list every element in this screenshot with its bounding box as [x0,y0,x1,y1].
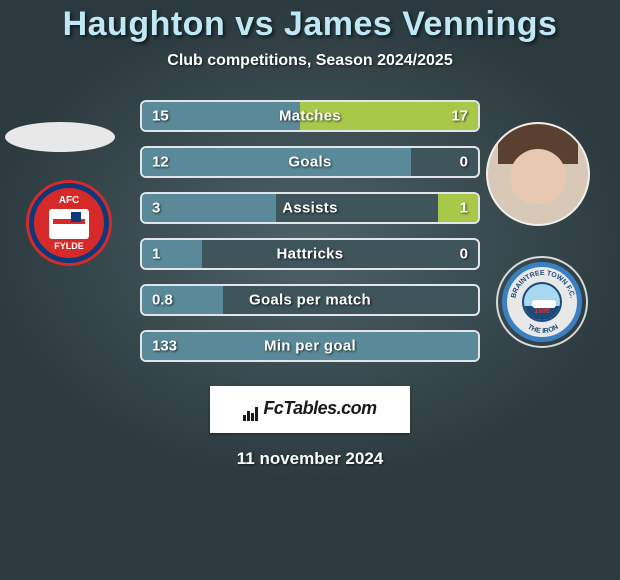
club-left-badge: AFC FYLDE [23,177,115,269]
stat-row: 3 Assists 1 [140,192,480,224]
afc-fylde-badge-icon: AFC FYLDE [29,183,109,263]
stat-label: Goals [288,154,331,171]
watermark: FcTables.com [210,386,410,433]
stat-bar-right [438,194,478,222]
stat-label: Min per goal [264,338,356,355]
stat-value-right: 0 [460,246,468,263]
stat-value-right: 1 [460,200,468,217]
stats-container: 15 Matches 17 12 Goals 0 3 Assists 1 1 Hattricks 0 0… [140,100,480,362]
stat-value-right: 0 [460,154,468,171]
club-right-year: 1898 [534,308,550,315]
braintree-badge-icon: BRAINTREE TOWN F.C. THE IRON 1898 [502,262,582,342]
stat-value-left: 1 [152,246,160,263]
player-right-avatar [486,122,590,226]
stat-value-right: 17 [451,108,468,125]
stat-label: Matches [279,108,341,125]
stat-row: 1 Hattricks 0 [140,238,480,270]
stat-row: 15 Matches 17 [140,100,480,132]
stat-value-left: 15 [152,108,169,125]
player-face-icon [488,124,588,224]
stat-value-left: 133 [152,338,177,355]
stat-value-left: 0.8 [152,292,173,309]
stat-label: Goals per match [249,292,371,309]
stat-row: 133 Min per goal [140,330,480,362]
svg-text:THE IRON: THE IRON [526,324,560,335]
club-right-arc-bottom: THE IRON [526,324,560,335]
player-left-placeholder [5,122,115,152]
stat-row: 12 Goals 0 [140,146,480,178]
stat-bar-left [142,194,276,222]
stat-row: 0.8 Goals per match [140,284,480,316]
club-right-badge: BRAINTREE TOWN F.C. THE IRON 1898 [496,256,588,348]
watermark-text: FcTables.com [263,398,376,418]
watermark-bars-icon [243,400,259,421]
stat-value-left: 3 [152,200,160,217]
date-text: 11 november 2024 [0,449,620,469]
club-left-sub: FYLDE [49,242,89,252]
club-left-text: AFC [49,195,89,206]
stat-bar-left [142,148,411,176]
stat-label: Hattricks [277,246,344,263]
subtitle: Club competitions, Season 2024/2025 [0,52,620,70]
stat-value-left: 12 [152,154,169,171]
stat-label: Assists [282,200,337,217]
page-title: Haughton vs James Vennings [0,5,620,44]
